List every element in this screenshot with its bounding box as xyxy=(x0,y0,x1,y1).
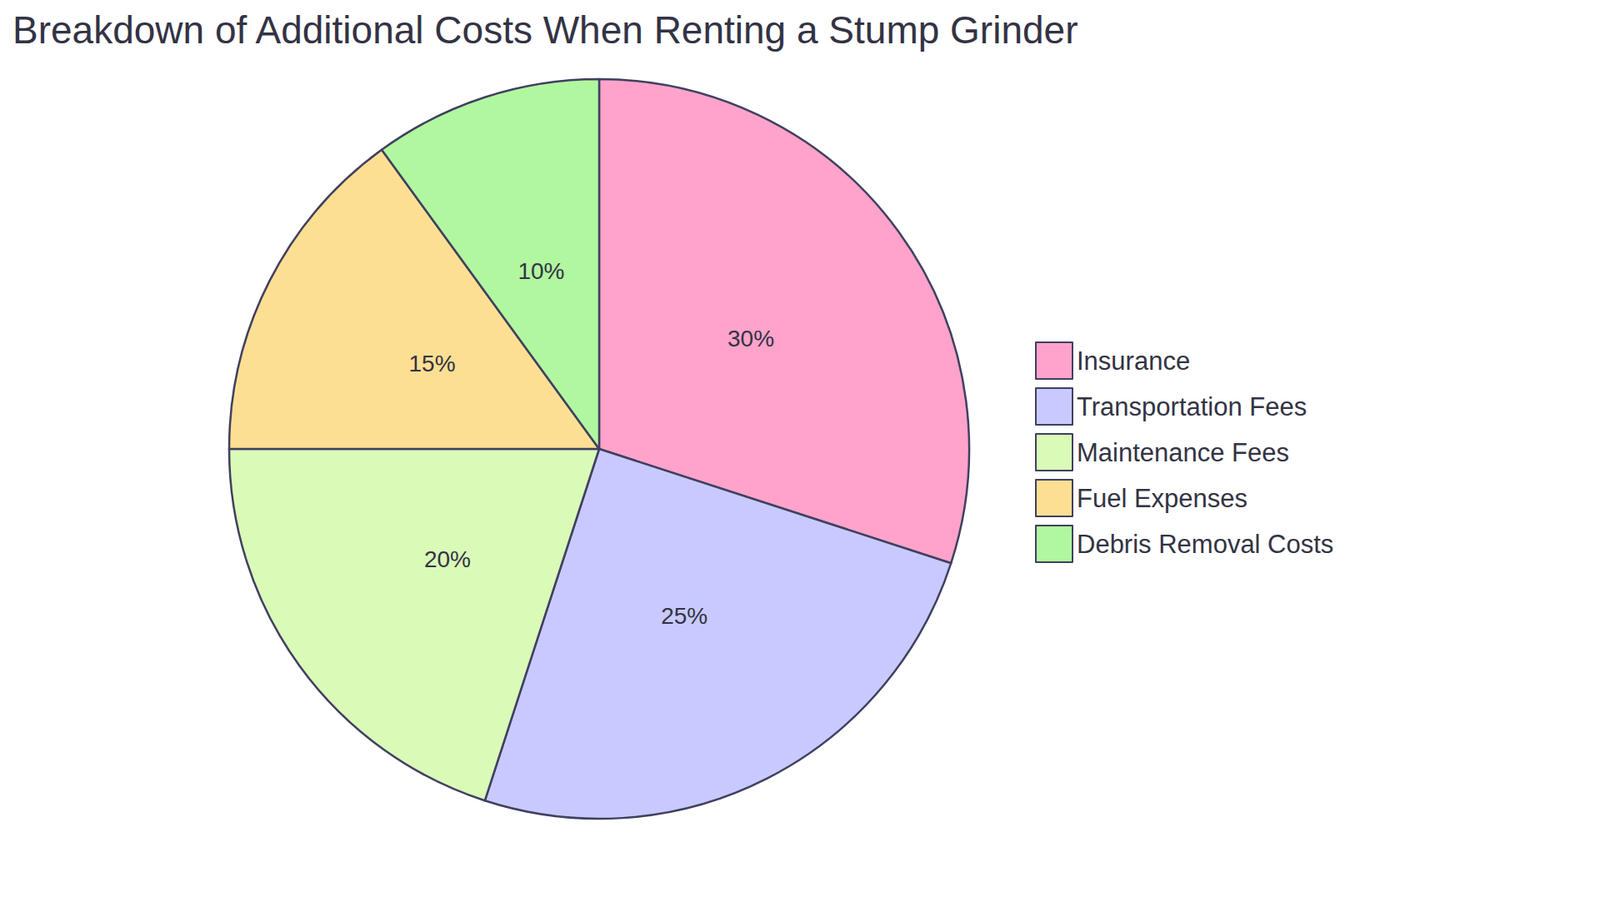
svg-text:25%: 25% xyxy=(660,603,708,630)
svg-text:20%: 20% xyxy=(424,546,471,573)
svg-text:Debris Removal Costs: Debris Removal Costs xyxy=(1076,530,1334,560)
svg-text:30%: 30% xyxy=(727,325,775,352)
svg-text:Fuel Expenses: Fuel Expenses xyxy=(1076,484,1248,514)
svg-text:15%: 15% xyxy=(409,350,456,377)
svg-text:Maintenance Fees: Maintenance Fees xyxy=(1076,438,1290,468)
svg-text:Insurance: Insurance xyxy=(1076,346,1190,376)
svg-text:Transportation Fees: Transportation Fees xyxy=(1076,392,1307,422)
svg-text:Breakdown of Additional Costs: Breakdown of Additional Costs When Renti… xyxy=(12,8,1078,52)
svg-text:10%: 10% xyxy=(517,258,565,285)
